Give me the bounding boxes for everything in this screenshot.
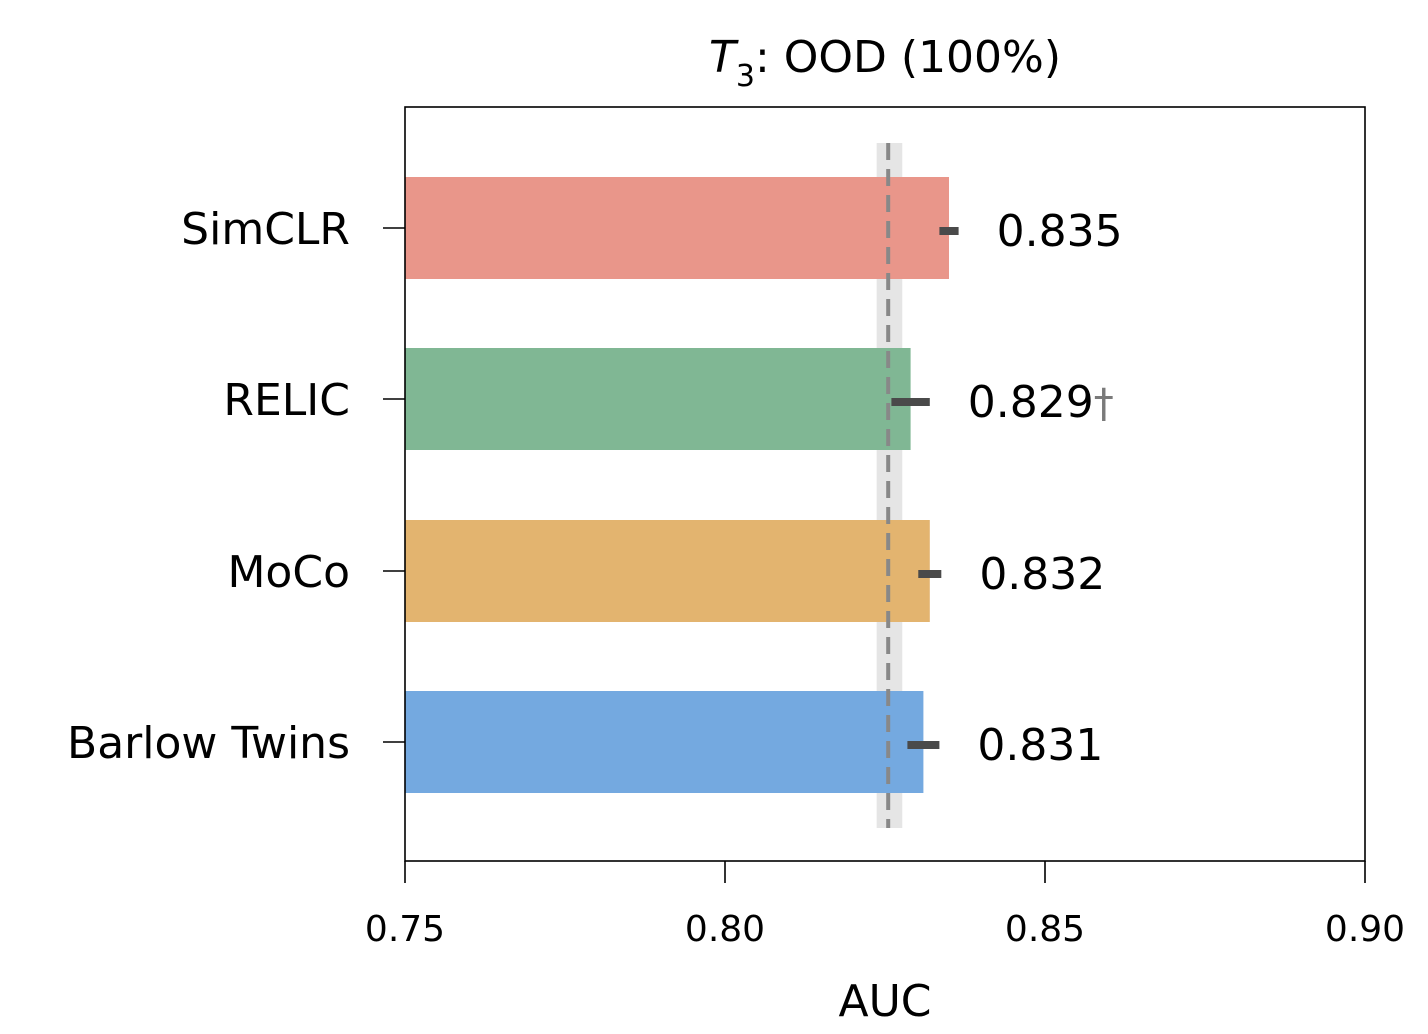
error-bars-layer [891, 227, 959, 749]
data-label: 0.829† [968, 377, 1114, 428]
data-label: 0.831 [977, 720, 1103, 771]
bar [405, 177, 949, 279]
x-axis-label: AUC [838, 976, 931, 1027]
ticks-layer: 0.75 0.80 0.85 0.90 [365, 227, 1405, 950]
category-label: Barlow Twins [67, 718, 350, 769]
bar [405, 348, 911, 450]
category-label: RELIC [223, 375, 350, 426]
labels-layer: SimCLR 0.835 RELIC 0.829† MoCo 0.832 Barlow Tw… [67, 204, 1123, 771]
x-tick-label: 0.90 [1325, 909, 1405, 950]
plot-frame [404, 106, 1366, 862]
category-label: SimCLR [181, 204, 350, 255]
x-tick-label: 0.75 [365, 909, 445, 950]
bar [405, 691, 924, 793]
category-label: MoCo [227, 547, 350, 598]
data-label: 0.832 [979, 549, 1105, 600]
x-tick-label: 0.85 [1005, 909, 1085, 950]
x-tick-label: 0.80 [685, 909, 765, 950]
bar [405, 520, 930, 622]
title-text: : OOD (100%) [755, 32, 1061, 83]
bars-layer [405, 177, 949, 793]
title-variable: T [709, 32, 739, 83]
chart-title: T3: OOD (100%) [709, 32, 1061, 94]
data-label: 0.835 [997, 206, 1123, 257]
title-subscript: 3 [736, 59, 755, 94]
significance-mark: † [1094, 381, 1114, 427]
